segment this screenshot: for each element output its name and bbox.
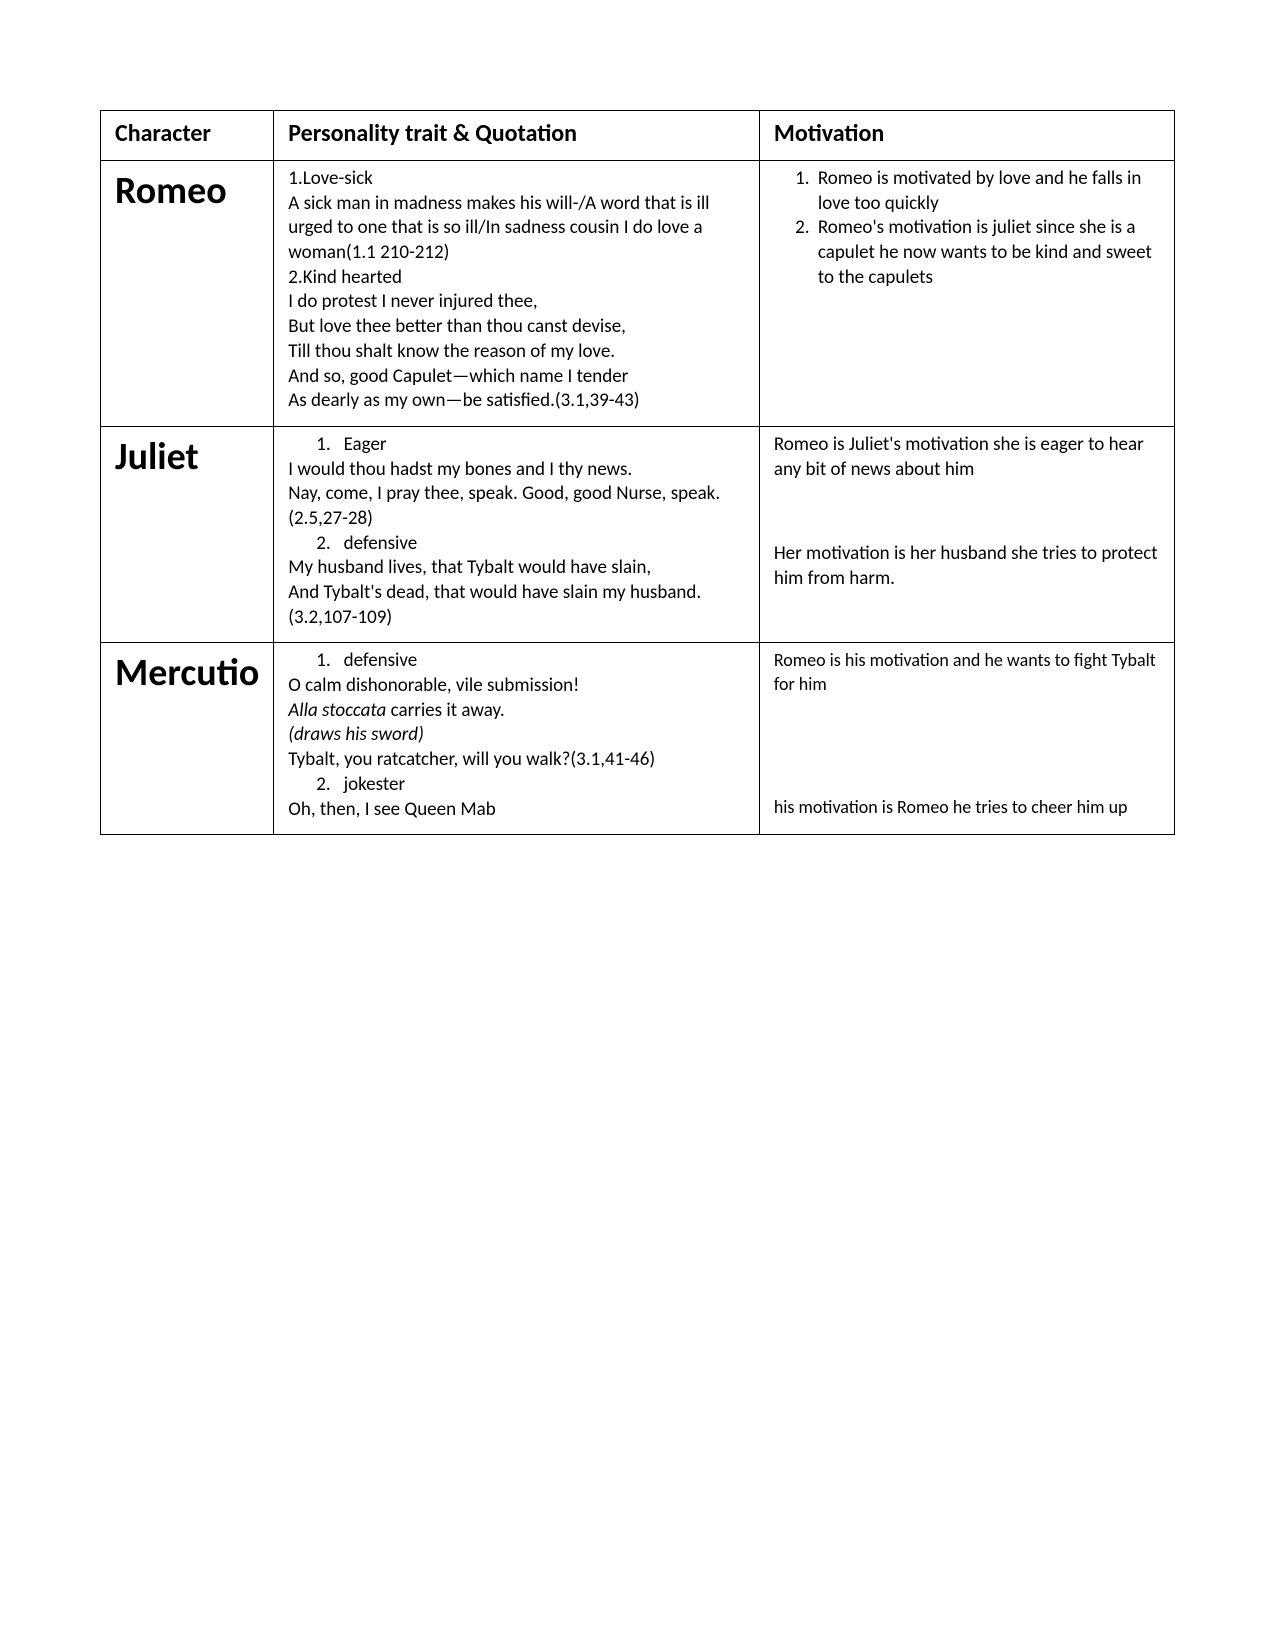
table-row: Romeo 1.Love-sick A sick man in madness … bbox=[101, 161, 1175, 427]
character-name-romeo: Romeo bbox=[101, 161, 274, 427]
motivation-juliet: Romeo is Juliet's motivation she is eage… bbox=[759, 426, 1174, 643]
character-name-mercutio: Mercutio bbox=[101, 643, 274, 835]
trait-quote: I would thou hadst my bones and I thy ne… bbox=[288, 458, 745, 532]
motivation-para: Her motivation is her husband she tries … bbox=[774, 542, 1160, 591]
character-table: Character Personality trait & Quotation … bbox=[100, 110, 1175, 835]
trait-mercutio: 1. defensive O calm dishonorable, vile s… bbox=[274, 643, 760, 835]
trait-quote: My husband lives, that Tybalt would have… bbox=[288, 556, 745, 630]
motivation-list: Romeo is motivated by love and he falls … bbox=[774, 167, 1160, 290]
trait-quote: (draws his sword) bbox=[288, 723, 745, 748]
trait-quote: O calm dishonorable, vile submission! bbox=[288, 674, 745, 699]
motivation-romeo: Romeo is motivated by love and he falls … bbox=[759, 161, 1174, 427]
trait-quote: Alla stoccata carries it away. bbox=[288, 699, 745, 724]
trait-quote: Tybalt, you ratcatcher, will you walk?(3… bbox=[288, 748, 745, 773]
document-page: Character Personality trait & Quotation … bbox=[0, 0, 1275, 945]
motivation-item: Romeo's motivation is juliet since she i… bbox=[814, 216, 1160, 290]
table-row: Juliet 1. Eager I would thou hadst my bo… bbox=[101, 426, 1175, 643]
spacer bbox=[774, 696, 1160, 796]
trait-list-item: 2. jokester bbox=[288, 773, 745, 798]
header-motivation: Motivation bbox=[759, 111, 1174, 161]
motivation-item: Romeo is motivated by love and he falls … bbox=[814, 167, 1160, 216]
header-character: Character bbox=[101, 111, 274, 161]
character-name-juliet: Juliet bbox=[101, 426, 274, 643]
header-row: Character Personality trait & Quotation … bbox=[101, 111, 1175, 161]
trait-juliet: 1. Eager I would thou hadst my bones and… bbox=[274, 426, 760, 643]
trait-list-item: 1. Eager bbox=[288, 433, 745, 458]
trait-list-item: 1. defensive bbox=[288, 649, 745, 674]
header-trait: Personality trait & Quotation bbox=[274, 111, 760, 161]
trait-text: 1.Love-sick A sick man in madness makes … bbox=[288, 167, 709, 412]
motivation-para: Romeo is Juliet's motivation she is eage… bbox=[774, 433, 1160, 482]
motivation-mercutio: Romeo is his motivation and he wants to … bbox=[759, 643, 1174, 835]
motivation-para: Romeo is his motivation and he wants to … bbox=[774, 649, 1160, 696]
table-row: Mercutio 1. defensive O calm dishonorabl… bbox=[101, 643, 1175, 835]
motivation-para: his motivation is Romeo he tries to chee… bbox=[774, 796, 1160, 819]
spacer bbox=[774, 482, 1160, 542]
trait-quote: Oh, then, I see Queen Mab bbox=[288, 798, 745, 823]
trait-romeo: 1.Love-sick A sick man in madness makes … bbox=[274, 161, 760, 427]
trait-list-item: 2. defensive bbox=[288, 532, 745, 557]
